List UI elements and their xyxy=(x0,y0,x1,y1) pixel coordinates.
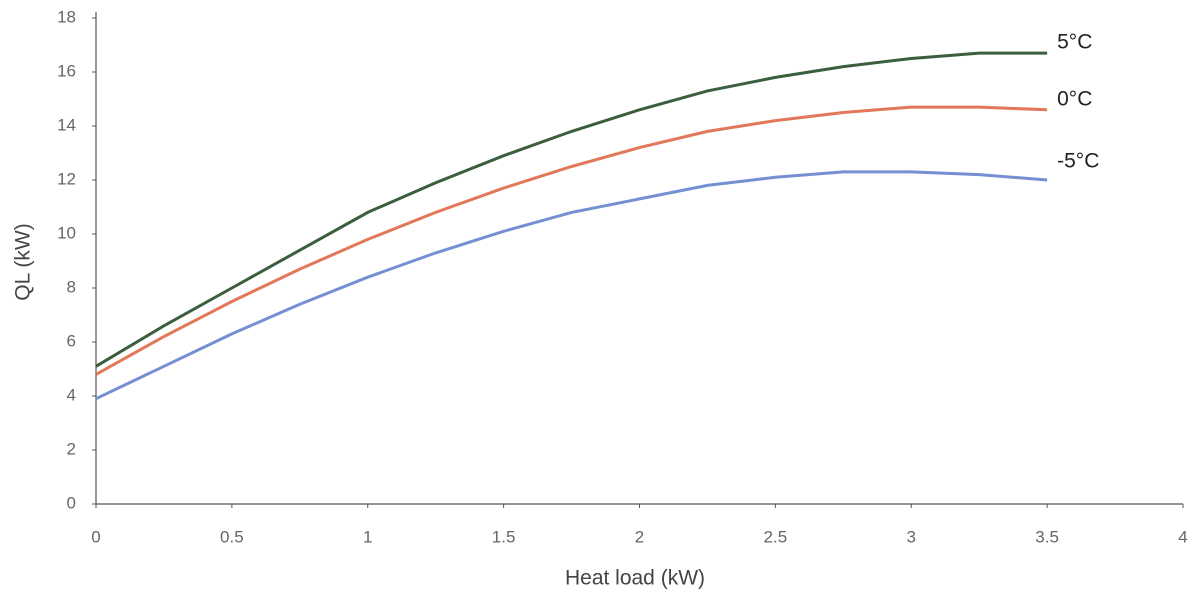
y-tick-label: 14 xyxy=(57,115,76,134)
x-tick-label: 3 xyxy=(907,527,916,546)
x-tick-label: 2.5 xyxy=(764,527,788,546)
x-tick-label: 1.5 xyxy=(492,527,516,546)
y-tick-label: 18 xyxy=(57,7,76,26)
y-tick-label: 4 xyxy=(67,385,76,404)
line xyxy=(96,107,1047,374)
x-tick-label: 2 xyxy=(635,527,644,546)
y-tick-label: 16 xyxy=(57,61,76,80)
series-label: 5°C xyxy=(1057,31,1092,54)
line xyxy=(96,53,1047,366)
x-tick-label: 4 xyxy=(1178,527,1187,546)
y-tick-label: 8 xyxy=(67,277,76,296)
y-axis-title: QL (kW) xyxy=(12,223,35,300)
y-tick-label: 6 xyxy=(67,331,76,350)
x-tick-label: 3.5 xyxy=(1035,527,1059,546)
x-axis-title: Heat load (kW) xyxy=(565,567,705,590)
x-tick-label: 0.5 xyxy=(220,527,244,546)
y-tick-label: 12 xyxy=(57,169,76,188)
x-tick-label: 0 xyxy=(91,527,100,546)
series-label: 0°C xyxy=(1057,87,1092,110)
y-tick-label: 10 xyxy=(57,223,76,242)
x-tick-label: 1 xyxy=(363,527,372,546)
chart: Heat load (kW) QL (kW) 02468101214161800… xyxy=(0,0,1201,593)
y-tick-label: 0 xyxy=(67,493,76,512)
series-label: -5°C xyxy=(1057,150,1099,173)
y-tick-label: 2 xyxy=(67,439,76,458)
